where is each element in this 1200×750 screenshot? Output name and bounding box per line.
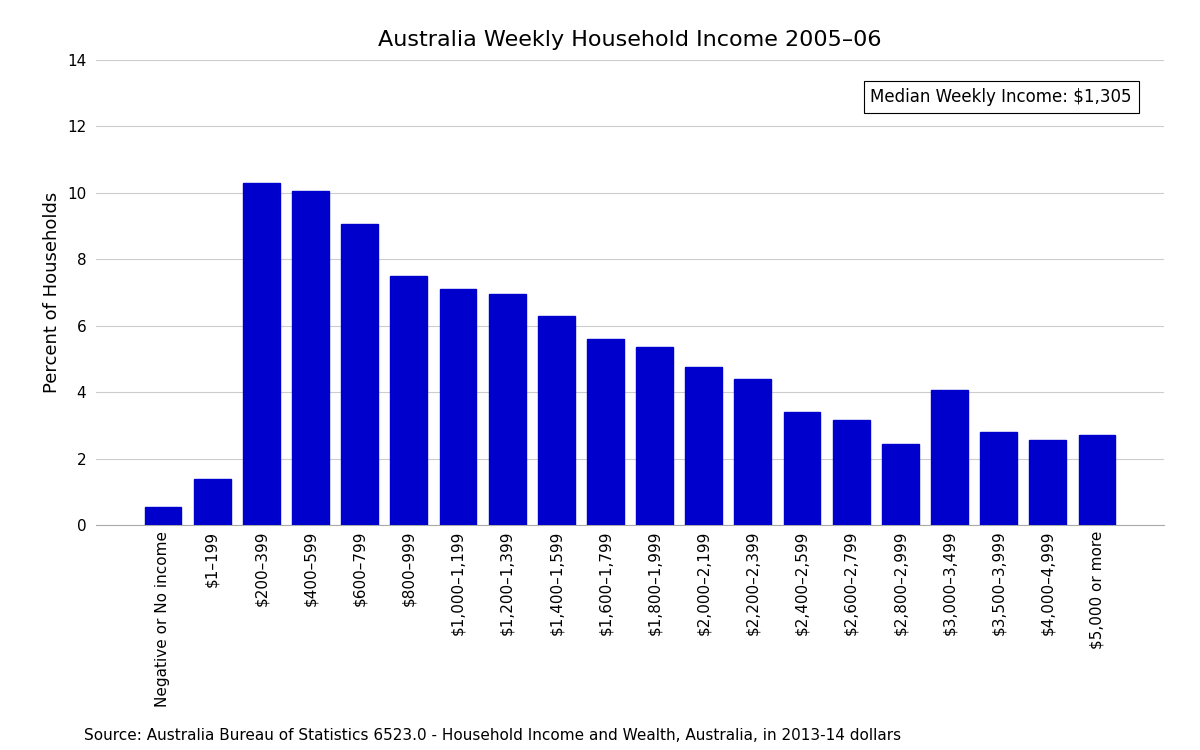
Title: Australia Weekly Household Income 2005–06: Australia Weekly Household Income 2005–0… — [378, 30, 882, 50]
Text: Median Weekly Income: $1,305: Median Weekly Income: $1,305 — [870, 88, 1132, 106]
Bar — [538, 316, 575, 525]
Bar — [242, 183, 280, 525]
Bar — [636, 347, 673, 525]
Text: Source: Australia Bureau of Statistics 6523.0 - Household Income and Wealth, Aus: Source: Australia Bureau of Statistics 6… — [84, 728, 901, 742]
Bar — [439, 290, 476, 525]
Bar — [931, 391, 968, 525]
Bar — [685, 368, 722, 525]
Y-axis label: Percent of Households: Percent of Households — [43, 192, 61, 393]
Bar — [734, 379, 772, 525]
Bar — [1079, 435, 1116, 525]
Bar — [341, 224, 378, 525]
Bar — [587, 339, 624, 525]
Bar — [980, 432, 1018, 525]
Bar — [292, 191, 329, 525]
Bar — [784, 412, 821, 525]
Bar — [193, 478, 230, 525]
Bar — [882, 444, 919, 525]
Bar — [488, 294, 526, 525]
Bar — [833, 421, 870, 525]
Bar — [1030, 440, 1067, 525]
Bar — [390, 276, 427, 525]
Bar — [144, 507, 181, 525]
